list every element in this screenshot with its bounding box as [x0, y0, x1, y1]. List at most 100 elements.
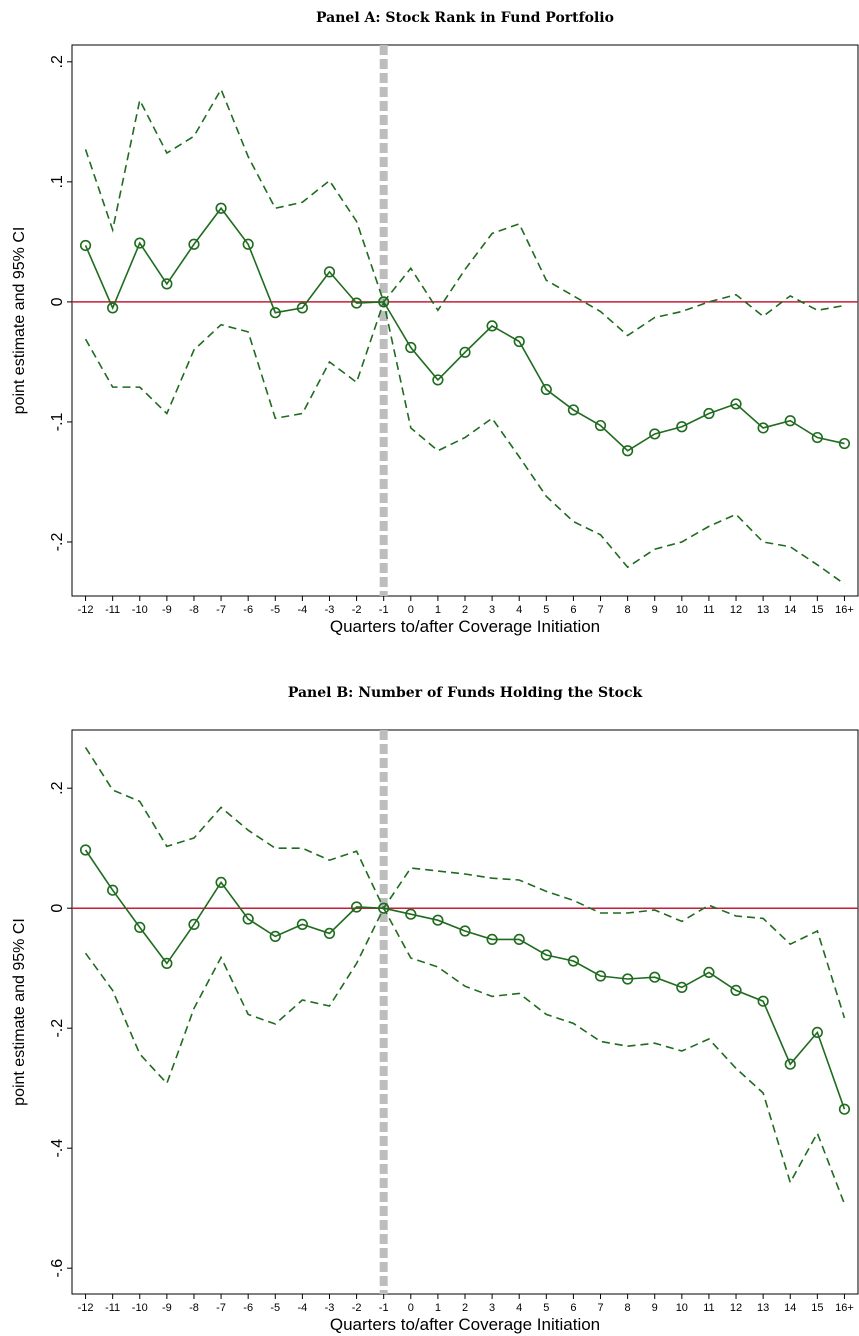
estimate-line: [84, 206, 845, 452]
x-tick-label: -9: [162, 604, 172, 616]
x-tick-label: -8: [189, 1302, 199, 1314]
x-tick-label: 6: [570, 604, 576, 616]
estimate-marker: [296, 302, 308, 314]
estimate-marker: [188, 918, 200, 931]
estimate-marker: [838, 437, 851, 450]
estimate-marker: [350, 901, 363, 913]
estimate-marker: [594, 970, 607, 982]
estimate-marker: [567, 404, 580, 416]
ci-line: [84, 298, 845, 585]
estimate-marker: [432, 914, 444, 926]
estimate-marker: [784, 1058, 796, 1070]
estimate-line: [84, 849, 846, 1110]
x-tick-label: 14: [784, 1302, 796, 1314]
x-tick-label: -7: [216, 1302, 226, 1314]
x-tick-label: 9: [652, 604, 658, 616]
y-tick-label: -.1: [49, 412, 66, 431]
estimate-marker: [486, 933, 498, 946]
y-axis-label: point estimate and 95% CI: [11, 918, 28, 1106]
estimate-marker: [188, 238, 200, 250]
ci-line: [84, 906, 846, 1205]
estimate-marker: [567, 955, 580, 967]
estimate-marker: [459, 346, 471, 358]
x-tick-label: 6: [570, 1302, 576, 1314]
panel-title: Panel B: Number of Funds Holding the Sto…: [288, 685, 643, 701]
estimate-marker: [215, 876, 227, 889]
estimate-marker: [811, 431, 823, 444]
x-tick-label: 3: [489, 1302, 495, 1314]
estimate-marker: [513, 933, 525, 946]
x-tick-label: -8: [189, 604, 199, 616]
x-tick-label: 7: [597, 604, 603, 616]
x-tick-label: -3: [325, 1302, 335, 1314]
estimate-marker: [79, 239, 92, 252]
x-tick-label: -6: [243, 604, 253, 616]
y-tick-label: 0: [49, 297, 66, 306]
estimate-marker: [540, 949, 552, 961]
panel-title: Panel A: Stock Rank in Fund Portfolio: [316, 10, 614, 26]
x-tick-label: 10: [676, 1302, 688, 1314]
x-tick-label: 1: [435, 1302, 441, 1314]
y-tick-label: -.2: [49, 533, 66, 552]
x-tick-label: 1: [435, 604, 441, 616]
estimate-marker: [540, 383, 552, 396]
x-tick-label: 5: [543, 1302, 549, 1314]
x-tick-label: 2: [462, 604, 468, 616]
x-tick-label: 11: [703, 1302, 714, 1314]
y-tick-label: -.6: [49, 1259, 66, 1278]
x-tick-label: -10: [132, 604, 148, 616]
x-tick-label: 15: [811, 604, 823, 616]
estimate-marker: [811, 1026, 823, 1038]
x-tick-label: -2: [352, 1302, 362, 1314]
x-tick-label: 15: [811, 1302, 823, 1314]
x-tick-label: -11: [105, 1302, 120, 1314]
y-tick-label: .2: [49, 781, 66, 794]
x-tick-label: -1: [379, 604, 389, 616]
estimate-marker: [107, 302, 119, 314]
ci-line: [84, 746, 846, 1019]
estimate-marker: [784, 415, 796, 427]
estimate-marker: [161, 278, 173, 290]
x-tick-label: 3: [489, 604, 495, 616]
estimate-marker: [432, 374, 444, 386]
estimate-marker: [323, 266, 336, 278]
estimate-marker: [676, 421, 688, 433]
estimate-marker: [79, 844, 92, 856]
estimate-marker: [405, 341, 417, 354]
x-tick-label: 13: [757, 604, 769, 616]
x-tick-label: 0: [408, 604, 414, 616]
x-tick-label: 4: [516, 604, 522, 616]
x-tick-label: -3: [325, 604, 335, 616]
estimate-marker: [242, 238, 254, 250]
estimate-marker: [296, 918, 308, 931]
estimate-marker: [486, 320, 498, 332]
estimate-marker: [513, 335, 525, 348]
estimate-marker: [134, 921, 146, 934]
estimate-marker: [269, 307, 281, 319]
x-tick-label: 12: [730, 604, 742, 616]
estimate-marker: [242, 913, 254, 925]
estimate-marker: [134, 237, 146, 249]
x-tick-label: 8: [625, 604, 631, 616]
x-tick-label: 7: [597, 1302, 603, 1314]
x-tick-label: -5: [270, 1302, 280, 1314]
x-tick-label: -11: [105, 604, 120, 616]
x-tick-label: 2: [462, 1302, 468, 1314]
estimate-marker: [459, 925, 471, 937]
x-axis-label: Quarters to/after Coverage Initiation: [330, 1315, 600, 1334]
estimate-marker: [378, 902, 390, 914]
x-tick-label: -10: [132, 1302, 148, 1314]
x-tick-label: 16+: [835, 604, 854, 616]
y-tick-label: -.2: [49, 1019, 66, 1038]
estimate-marker: [676, 981, 688, 994]
x-tick-label: -4: [297, 1302, 307, 1314]
estimate-marker: [107, 884, 119, 896]
estimate-marker: [161, 957, 173, 970]
estimate-marker: [730, 398, 742, 410]
x-tick-label: 13: [757, 1302, 769, 1314]
estimate-marker: [757, 422, 769, 434]
x-tick-label: 8: [625, 1302, 631, 1314]
estimate-marker: [350, 297, 363, 309]
estimate-marker: [757, 995, 769, 1007]
